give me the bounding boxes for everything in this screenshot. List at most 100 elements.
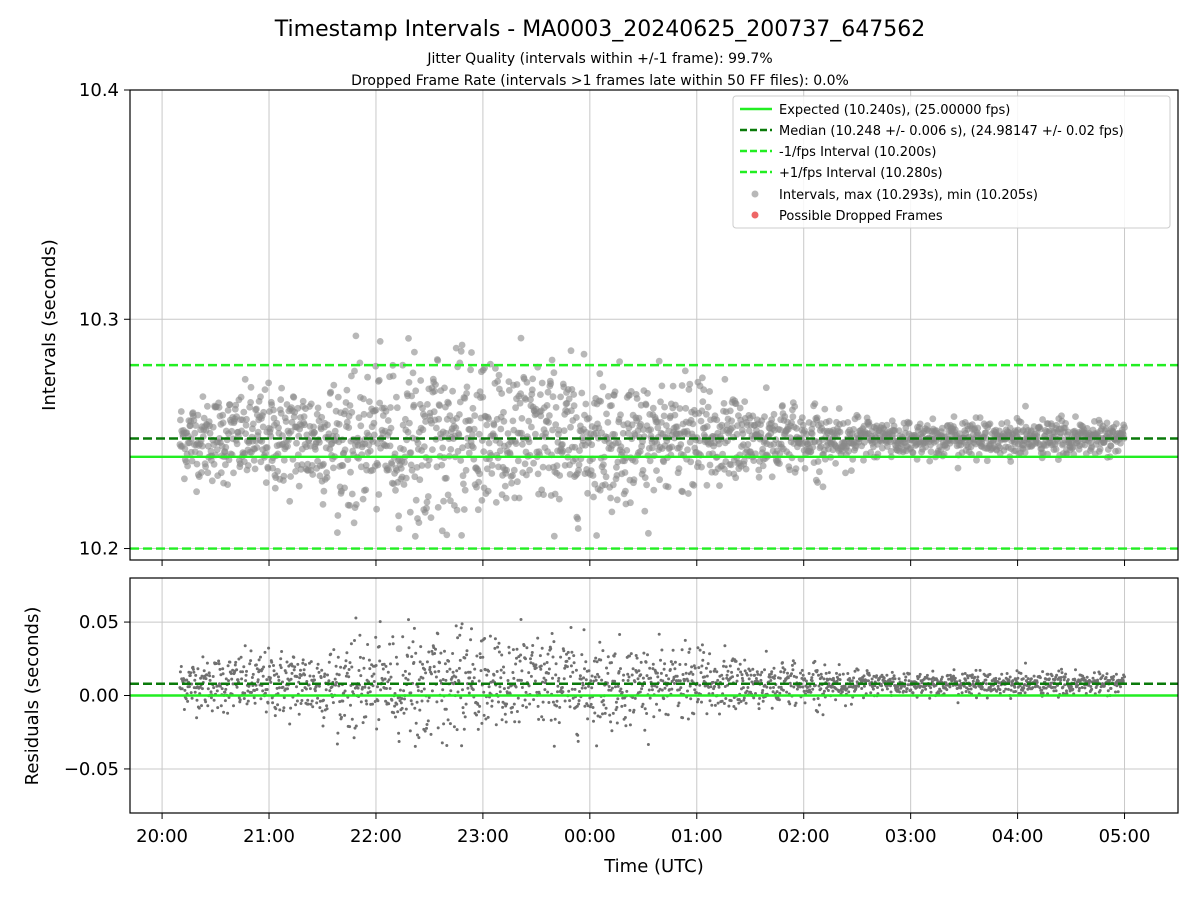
residual-point (322, 716, 326, 720)
legend-entry-plus-fps: +1/fps Interval (10.280s) (779, 166, 943, 181)
residual-point (197, 706, 201, 710)
interval-point (835, 405, 843, 412)
interval-point (488, 461, 496, 469)
residual-point (514, 662, 518, 666)
residual-point (793, 661, 797, 665)
residual-point (494, 723, 498, 727)
residual-point (415, 700, 419, 704)
residual-point (697, 666, 701, 670)
residual-point (483, 637, 487, 640)
residual-point (479, 669, 483, 673)
interval-point (278, 384, 285, 392)
interval-point (874, 450, 882, 458)
residual-point (760, 691, 764, 695)
residual-point (458, 633, 462, 637)
residual-point (311, 705, 315, 709)
residual-point (308, 674, 312, 678)
interval-point (513, 381, 521, 388)
residual-point (594, 656, 598, 660)
interval-point (301, 421, 308, 429)
interval-point (280, 456, 288, 464)
interval-point (593, 532, 600, 539)
interval-point (549, 393, 557, 401)
residual-point (1022, 686, 1026, 690)
top-y-axis-label: Intervals (seconds) (39, 239, 60, 411)
interval-point (300, 413, 308, 420)
residual-point (304, 663, 307, 667)
interval-point (411, 348, 418, 356)
interval-point (424, 401, 431, 408)
interval-point (546, 412, 553, 419)
residual-point (628, 708, 632, 712)
interval-point (1006, 424, 1014, 432)
residual-point (537, 717, 541, 721)
residual-point (869, 691, 873, 695)
residual-point (754, 677, 758, 680)
residual-point (364, 715, 368, 719)
residual-point (209, 690, 213, 694)
interval-point (721, 375, 729, 383)
residual-point (962, 684, 966, 688)
interval-point (570, 402, 578, 410)
interval-point (537, 391, 544, 398)
residual-point (1108, 679, 1112, 682)
residual-point (351, 690, 355, 694)
residual-point (500, 653, 504, 657)
residual-point (897, 677, 901, 681)
residual-point (459, 696, 463, 700)
residual-point (484, 668, 487, 672)
residual-point (628, 654, 631, 658)
residual-point (940, 675, 944, 679)
interval-point (295, 482, 303, 490)
residual-point (984, 678, 988, 682)
residual-point (497, 641, 501, 645)
residual-point (776, 696, 780, 699)
interval-point (376, 338, 384, 345)
residual-point (468, 670, 472, 674)
residual-point (275, 672, 279, 676)
residual-point (295, 675, 299, 679)
residual-point (534, 666, 538, 670)
interval-point (391, 450, 399, 458)
residual-point (344, 674, 348, 678)
residual-point (860, 687, 864, 690)
interval-point (713, 416, 721, 424)
interval-point (475, 430, 483, 438)
interval-point (335, 420, 343, 428)
residual-point (361, 685, 365, 689)
residual-point (604, 706, 608, 710)
residual-point (518, 659, 522, 663)
interval-point (519, 441, 526, 448)
residual-point (200, 687, 204, 691)
residual-point (632, 708, 636, 712)
interval-point (556, 472, 564, 479)
residual-point (929, 690, 933, 694)
interval-point (641, 474, 649, 481)
residual-point (721, 677, 725, 681)
residual-point (722, 659, 726, 663)
x-tick-label: 20:00 (136, 826, 188, 847)
residual-point (206, 687, 210, 691)
interval-point (346, 502, 353, 509)
interval-point (509, 417, 517, 425)
residual-point (276, 703, 280, 707)
residual-point (816, 710, 820, 714)
residual-point (640, 687, 644, 691)
residual-point (927, 677, 931, 681)
interval-point (309, 471, 317, 478)
interval-point (226, 401, 234, 409)
residual-point (734, 659, 738, 663)
interval-point (867, 449, 875, 456)
residual-point (648, 666, 652, 670)
residual-point (451, 652, 455, 655)
interval-point (656, 476, 663, 484)
interval-point (249, 420, 257, 428)
interval-point (697, 417, 705, 425)
residual-point (299, 668, 302, 672)
interval-point (320, 460, 327, 468)
interval-point (287, 473, 294, 480)
residual-point (771, 690, 775, 694)
interval-point (842, 469, 849, 477)
interval-point (419, 426, 427, 434)
residual-point (704, 666, 708, 670)
